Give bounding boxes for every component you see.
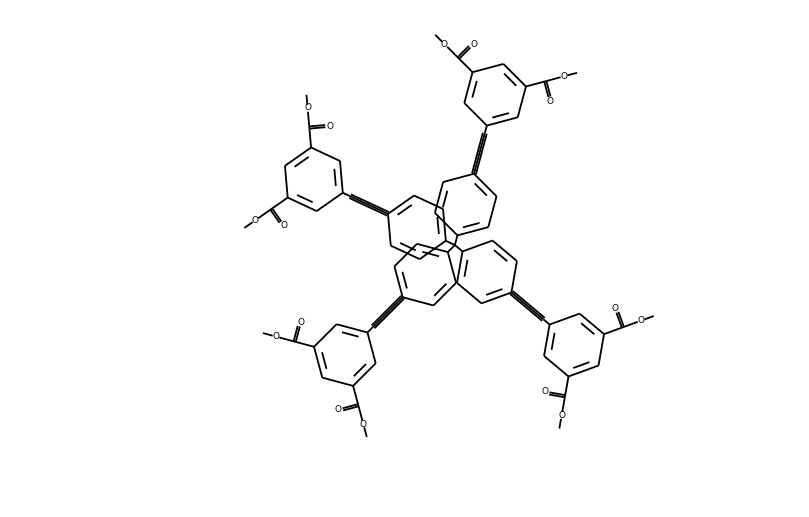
Text: O: O <box>637 316 645 325</box>
Text: O: O <box>612 304 618 313</box>
Text: O: O <box>281 221 287 230</box>
Text: O: O <box>470 40 477 49</box>
Text: O: O <box>304 103 311 113</box>
Text: O: O <box>441 40 448 49</box>
Text: O: O <box>546 97 553 106</box>
Text: O: O <box>272 332 279 341</box>
Text: O: O <box>335 405 341 414</box>
Text: O: O <box>326 123 333 131</box>
Text: O: O <box>558 411 565 420</box>
Text: O: O <box>252 216 259 225</box>
Text: O: O <box>360 420 367 429</box>
Text: O: O <box>561 72 568 81</box>
Text: O: O <box>298 317 304 327</box>
Text: O: O <box>541 387 549 396</box>
